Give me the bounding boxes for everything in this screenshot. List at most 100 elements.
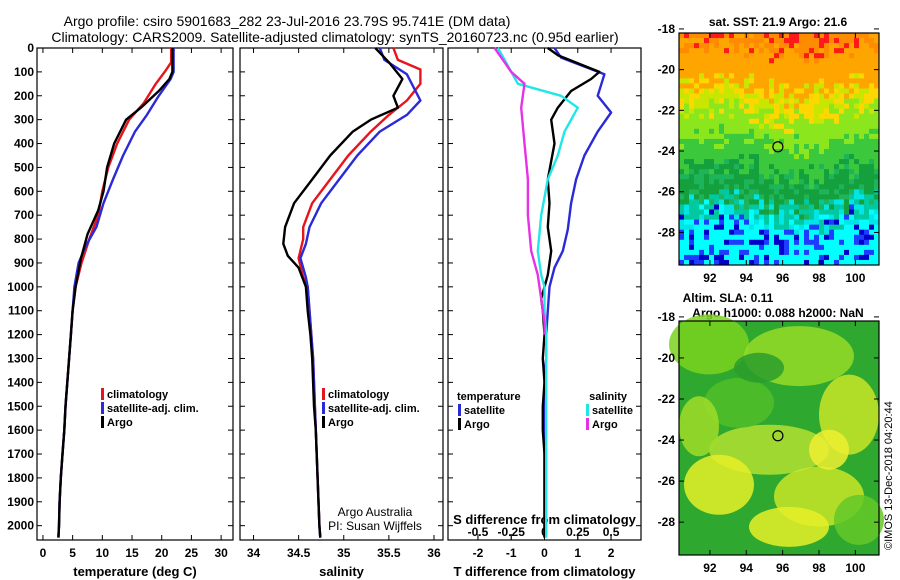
sst-map-cell	[864, 128, 870, 135]
sst-map-cell	[734, 159, 740, 165]
sst-map-cell	[699, 48, 705, 54]
sst-map-cell	[754, 239, 760, 246]
sst-map-cell	[784, 103, 790, 110]
sst-map-cell	[869, 164, 875, 170]
sst-map-cell	[679, 133, 685, 140]
sst-map-cell	[789, 53, 795, 59]
sst-map-cell	[869, 123, 875, 130]
sst-map-cell	[854, 123, 860, 130]
sst-map-cell	[744, 63, 750, 69]
sst-map-cell	[799, 169, 805, 175]
sst-map-cell	[809, 189, 815, 195]
sst-map-cell	[764, 98, 770, 105]
sst-map-cell	[714, 113, 720, 120]
sst-map-cell	[759, 78, 765, 84]
sst-map-cell	[814, 154, 820, 160]
sst-map-cell	[764, 199, 770, 205]
sla-map-region	[834, 494, 884, 545]
sst-map-cell	[774, 174, 780, 180]
sst-map-cell	[709, 138, 715, 145]
sst-map-cell	[804, 154, 810, 160]
sst-map-cell	[694, 143, 700, 150]
sst-map-cell	[819, 103, 825, 110]
sst-map-cell	[724, 184, 730, 190]
sst-map-cell	[854, 53, 860, 59]
sst-map-cell	[804, 169, 810, 175]
sst-map-cell	[689, 234, 695, 241]
y-tick-label: 1200	[7, 328, 34, 342]
sst-map-cell	[849, 214, 855, 221]
sst-map-cell	[744, 194, 750, 200]
sst-map-cell	[754, 138, 760, 145]
sst-map-cell	[814, 48, 820, 54]
sst-map-cell	[744, 199, 750, 205]
sst-map-cell	[799, 103, 805, 110]
sst-map-cell	[779, 179, 785, 185]
sst-map-cell	[804, 138, 810, 145]
sst-map-cell	[789, 48, 795, 54]
sst-map-cell	[744, 83, 750, 89]
sst-map-cell	[819, 249, 825, 256]
sst-map-cell	[699, 239, 705, 246]
sst-map-cell	[869, 118, 875, 125]
sst-map-cell	[854, 169, 860, 175]
sst-map-cell	[814, 128, 820, 135]
sst-map-cell	[709, 259, 715, 266]
sst-map-cell	[759, 58, 765, 64]
lon-tick-label: 94	[740, 271, 754, 285]
sst-map-cell	[739, 103, 745, 110]
sst-map-cell	[809, 133, 815, 140]
sst-map-cell	[744, 229, 750, 236]
sst-map-cell	[794, 149, 800, 155]
sst-map-cell	[714, 128, 720, 135]
sst-map-cell	[714, 93, 720, 99]
sst-map-cell	[699, 143, 705, 150]
sst-map-cell	[709, 234, 715, 241]
sst-map-cell	[714, 138, 720, 145]
sst-map-cell	[729, 38, 735, 44]
sst-map-cell	[774, 113, 780, 120]
sst-map-cell	[854, 254, 860, 261]
sst-map-cell	[734, 209, 740, 215]
sst-map-cell	[774, 48, 780, 54]
sst-map-cell	[704, 123, 710, 130]
sst-map-cell	[784, 184, 790, 190]
y-tick-label: 600	[14, 184, 34, 198]
sst-map-cell	[804, 219, 810, 226]
sst-map-cell	[809, 118, 815, 125]
sst-map-cell	[704, 174, 710, 180]
sst-map-cell	[824, 58, 830, 64]
sst-map-cell	[759, 138, 765, 145]
sst-map-cell	[784, 33, 790, 39]
sst-map-cell	[799, 239, 805, 246]
sst-map-cell	[744, 249, 750, 256]
sst-map-cell	[704, 128, 710, 135]
sst-map-cell	[689, 229, 695, 236]
sst-map-cell	[724, 123, 730, 130]
sst-map-cell	[754, 143, 760, 150]
sst-map-cell	[859, 244, 865, 251]
sst-map-cell	[724, 179, 730, 185]
sla-map-title-line2: Argo h1000: 0.088 h2000: NaN	[692, 306, 863, 320]
legend-swatch	[322, 416, 325, 428]
sst-map-cell	[709, 229, 715, 236]
sst-map-cell	[704, 38, 710, 44]
sst-map-cell	[859, 239, 865, 246]
sst-map-cell	[734, 164, 740, 170]
sst-map-cell	[834, 254, 840, 261]
sst-map-cell	[754, 249, 760, 256]
sst-map-cell	[759, 219, 765, 226]
sst-map-cell	[714, 159, 720, 165]
sst-map-cell	[709, 199, 715, 205]
sst-map-cell	[854, 184, 860, 190]
sst-map-cell	[809, 159, 815, 165]
sst-map-cell	[864, 179, 870, 185]
x-top-tick-label: 0.5	[603, 525, 620, 539]
sst-map-cell	[679, 244, 685, 251]
sst-map-cell	[704, 133, 710, 140]
sst-map-cell	[679, 73, 685, 79]
sst-map-cell	[699, 73, 705, 79]
sst-map-cell	[789, 108, 795, 115]
sst-map-cell	[769, 138, 775, 145]
sst-map-cell	[724, 98, 730, 105]
